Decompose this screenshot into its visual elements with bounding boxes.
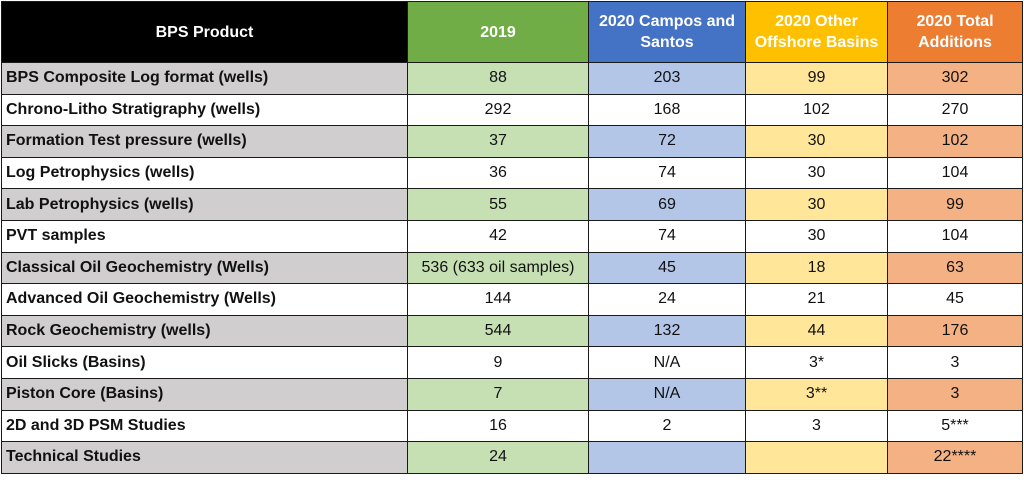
value-other-offshore-cell [745, 441, 888, 474]
value-other-offshore-cell: 21 [745, 283, 888, 316]
product-cell: Lab Petrophysics (wells) [1, 188, 408, 221]
table-row: 2D and 3D PSM Studies 16 2 3 5*** [1, 409, 1023, 443]
table-row: Technical Studies 24 22**** [1, 441, 1023, 474]
value-total-cell: 45 [887, 283, 1023, 316]
value-campos-santos-cell: 168 [588, 93, 746, 127]
product-cell: Classical Oil Geochemistry (Wells) [1, 251, 408, 285]
product-cell: Oil Slicks (Basins) [1, 346, 408, 379]
value-total-cell: 176 [887, 314, 1023, 348]
value-2019-cell: 7 [407, 377, 589, 411]
value-other-offshore-cell: 18 [745, 251, 888, 285]
value-2019-cell: 24 [407, 441, 589, 474]
value-other-offshore-cell: 30 [745, 156, 888, 190]
value-total-cell: 99 [887, 188, 1023, 221]
table-row: Piston Core (Basins) 7 N/A 3** 3 [1, 377, 1023, 411]
value-other-offshore-cell: 3** [745, 377, 888, 411]
value-other-offshore-cell: 30 [745, 125, 888, 158]
value-2019-cell: 144 [407, 283, 589, 316]
value-total-cell: 22**** [887, 441, 1023, 474]
product-cell: BPS Composite Log format (wells) [1, 62, 408, 95]
value-total-cell: 3 [887, 346, 1023, 379]
value-total-cell: 302 [887, 62, 1023, 95]
value-campos-santos-cell: N/A [588, 346, 746, 379]
value-other-offshore-cell: 3* [745, 346, 888, 379]
product-cell: Formation Test pressure (wells) [1, 125, 408, 158]
value-campos-santos-cell: 132 [588, 314, 746, 348]
value-campos-santos-cell [588, 441, 746, 474]
value-total-cell: 270 [887, 93, 1023, 127]
value-campos-santos-cell: 24 [588, 283, 746, 316]
table-row: Classical Oil Geochemistry (Wells) 536 (… [1, 251, 1023, 285]
value-2019-cell: 88 [407, 62, 589, 95]
value-2019-cell: 37 [407, 125, 589, 158]
header-product: BPS Product [1, 1, 408, 63]
value-other-offshore-cell: 30 [745, 188, 888, 221]
table-row: Log Petrophysics (wells) 36 74 30 104 [1, 156, 1023, 190]
table-row: BPS Composite Log format (wells) 88 203 … [1, 62, 1023, 95]
product-cell: Rock Geochemistry (wells) [1, 314, 408, 348]
header-total-additions: 2020 Total Additions [887, 1, 1023, 63]
product-cell: Chrono-Litho Stratigraphy (wells) [1, 93, 408, 127]
header-row: BPS Product 2019 2020 Campos and Santos … [1, 1, 1023, 63]
bps-product-table: BPS Product 2019 2020 Campos and Santos … [1, 1, 1023, 474]
header-other-offshore: 2020 Other Offshore Basins [745, 1, 888, 63]
value-other-offshore-cell: 99 [745, 62, 888, 95]
value-2019-cell: 9 [407, 346, 589, 379]
product-cell: Log Petrophysics (wells) [1, 156, 408, 190]
value-total-cell: 102 [887, 125, 1023, 158]
table-row: Advanced Oil Geochemistry (Wells) 144 24… [1, 283, 1023, 316]
value-campos-santos-cell: 203 [588, 62, 746, 95]
value-other-offshore-cell: 3 [745, 409, 888, 443]
value-total-cell: 104 [887, 156, 1023, 190]
value-2019-cell: 544 [407, 314, 589, 348]
table-row: Formation Test pressure (wells) 37 72 30… [1, 125, 1023, 158]
header-campos-santos: 2020 Campos and Santos [588, 1, 746, 63]
value-campos-santos-cell: 74 [588, 156, 746, 190]
table-row: Chrono-Litho Stratigraphy (wells) 292 16… [1, 93, 1023, 127]
value-2019-cell: 292 [407, 93, 589, 127]
product-cell: Technical Studies [1, 441, 408, 474]
value-2019-cell: 16 [407, 409, 589, 443]
value-total-cell: 3 [887, 377, 1023, 411]
product-cell: Advanced Oil Geochemistry (Wells) [1, 283, 408, 316]
value-2019-cell: 55 [407, 188, 589, 221]
value-total-cell: 63 [887, 251, 1023, 285]
value-2019-cell: 536 (633 oil samples) [407, 251, 589, 285]
table-row: PVT samples 42 74 30 104 [1, 219, 1023, 253]
product-cell: 2D and 3D PSM Studies [1, 409, 408, 443]
value-2019-cell: 36 [407, 156, 589, 190]
value-2019-cell: 42 [407, 219, 589, 253]
value-other-offshore-cell: 102 [745, 93, 888, 127]
product-cell: PVT samples [1, 219, 408, 253]
value-total-cell: 5*** [887, 409, 1023, 443]
value-campos-santos-cell: 45 [588, 251, 746, 285]
product-cell: Piston Core (Basins) [1, 377, 408, 411]
value-other-offshore-cell: 44 [745, 314, 888, 348]
value-other-offshore-cell: 30 [745, 219, 888, 253]
value-campos-santos-cell: 74 [588, 219, 746, 253]
value-campos-santos-cell: 69 [588, 188, 746, 221]
header-2019: 2019 [407, 1, 589, 63]
value-campos-santos-cell: 72 [588, 125, 746, 158]
value-campos-santos-cell: N/A [588, 377, 746, 411]
table-row: Oil Slicks (Basins) 9 N/A 3* 3 [1, 346, 1023, 379]
value-total-cell: 104 [887, 219, 1023, 253]
table-row: Rock Geochemistry (wells) 544 132 44 176 [1, 314, 1023, 348]
table-row: Lab Petrophysics (wells) 55 69 30 99 [1, 188, 1023, 221]
value-campos-santos-cell: 2 [588, 409, 746, 443]
